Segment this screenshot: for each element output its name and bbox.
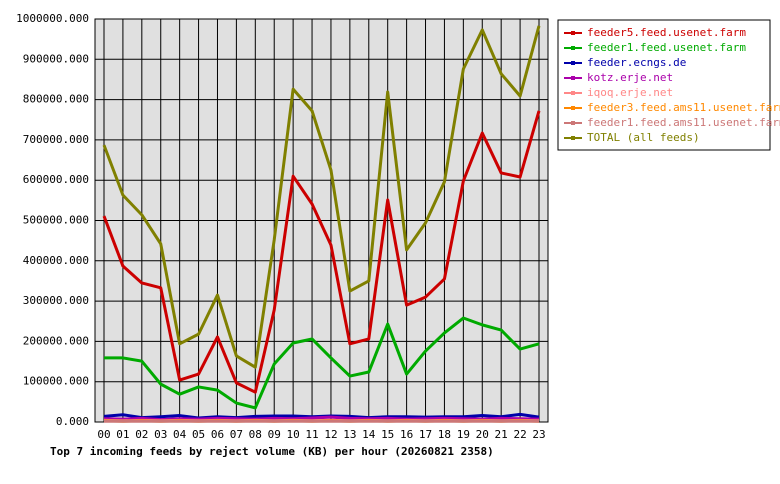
- legend-marker: [571, 106, 575, 110]
- legend-marker: [571, 91, 575, 95]
- y-tick-label: 400000.000: [23, 254, 89, 267]
- x-tick-label: 14: [362, 428, 376, 441]
- legend-label: feeder1.feed.ams11.usenet.farm: [587, 116, 780, 129]
- y-tick-label: 100000.000: [23, 375, 89, 388]
- y-tick-label: 800000.000: [23, 93, 89, 106]
- x-tick-label: 13: [343, 428, 356, 441]
- legend-label: TOTAL (all feeds): [587, 131, 700, 144]
- legend-label: feeder.ecngs.de: [587, 56, 686, 69]
- legend-label: feeder1.feed.usenet.farm: [587, 41, 746, 54]
- y-tick-label: 600000.000: [23, 173, 89, 186]
- x-tick-label: 03: [154, 428, 167, 441]
- x-tick-label: 05: [192, 428, 205, 441]
- x-tick-label: 02: [135, 428, 148, 441]
- legend-label: feeder5.feed.usenet.farm: [587, 26, 746, 39]
- x-tick-label: 07: [230, 428, 243, 441]
- x-tick-label: 19: [457, 428, 470, 441]
- legend-marker: [571, 136, 575, 140]
- y-tick-label: 500000.000: [23, 214, 89, 227]
- y-tick-label: 700000.000: [23, 133, 89, 146]
- x-tick-label: 10: [287, 428, 300, 441]
- x-tick-label: 11: [305, 428, 318, 441]
- y-tick-label: 1000000.000: [16, 12, 89, 25]
- x-tick-label: 04: [173, 428, 187, 441]
- legend-marker: [571, 31, 575, 35]
- x-tick-label: 22: [513, 428, 526, 441]
- legend-label: iqoq.erje.net: [587, 86, 673, 99]
- x-tick-label: 08: [249, 428, 262, 441]
- chart-title: Top 7 incoming feeds by reject volume (K…: [50, 445, 494, 458]
- x-tick-label: 16: [400, 428, 413, 441]
- x-tick-label: 12: [324, 428, 337, 441]
- x-tick-label: 21: [495, 428, 508, 441]
- legend-marker: [571, 46, 575, 50]
- x-tick-label: 01: [116, 428, 129, 441]
- x-tick-label: 15: [381, 428, 394, 441]
- y-tick-label: 0.000: [56, 415, 89, 428]
- x-tick-label: 18: [438, 428, 451, 441]
- y-tick-label: 900000.000: [23, 52, 89, 65]
- x-tick-label: 17: [419, 428, 432, 441]
- legend-marker: [571, 76, 575, 80]
- y-tick-label: 300000.000: [23, 294, 89, 307]
- legend-marker: [571, 121, 575, 125]
- x-tick-label: 20: [476, 428, 489, 441]
- x-tick-label: 06: [211, 428, 224, 441]
- x-tick-label: 09: [268, 428, 281, 441]
- legend-marker: [571, 61, 575, 65]
- x-tick-label: 23: [532, 428, 545, 441]
- legend-label: kotz.erje.net: [587, 71, 673, 84]
- x-tick-label: 00: [97, 428, 110, 441]
- legend-label: feeder3.feed.ams11.usenet.farm: [587, 101, 780, 114]
- y-tick-label: 200000.000: [23, 334, 89, 347]
